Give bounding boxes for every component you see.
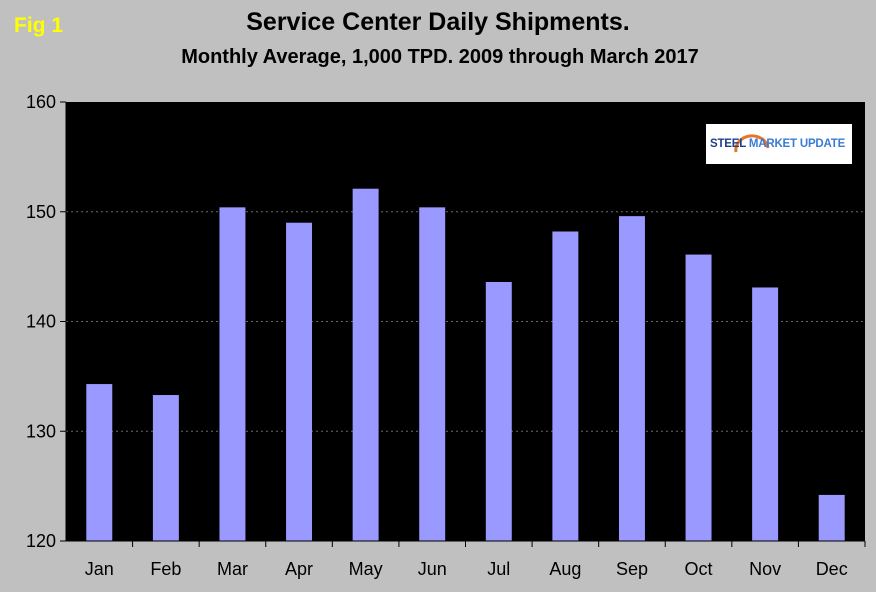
x-tick-label-jan: Jan — [85, 559, 114, 579]
x-tick-label-aug: Aug — [549, 559, 581, 579]
x-axis: Jan Feb Mar Apr May Jun Jul Aug Sep Oct Nov Dec — [66, 540, 866, 579]
bar-feb — [152, 395, 179, 541]
logo-text: STEEL MARKET UPDATE — [710, 138, 845, 150]
x-tick-label-jun: Jun — [418, 559, 447, 579]
bar-sep — [618, 216, 645, 541]
x-tick-label-mar: Mar — [217, 559, 248, 579]
x-tick-label-oct: Oct — [685, 559, 713, 579]
bar-jan — [86, 384, 113, 541]
bar-aug — [552, 231, 579, 541]
bar-jul — [485, 281, 512, 541]
bar-apr — [286, 222, 313, 541]
logo-swoosh-icon — [734, 134, 770, 153]
y-tick-label: 160 — [26, 92, 56, 112]
chart-subtitle: Monthly Average, 1,000 TPD. 2009 through… — [181, 46, 699, 68]
y-tick-label: 150 — [26, 202, 56, 222]
x-tick-label-may: May — [349, 559, 383, 579]
chart-title: Service Center Daily Shipments. — [246, 8, 630, 36]
steel-market-update-logo: STEEL MARKET UPDATE — [706, 124, 852, 164]
plot-area — [66, 102, 865, 541]
x-tick-label-sep: Sep — [616, 559, 648, 579]
x-tick-label-apr: Apr — [285, 559, 313, 579]
y-axis: 120 130 140 150 160 — [26, 92, 67, 551]
gridlines — [66, 211, 865, 432]
y-tick-label: 120 — [26, 531, 56, 551]
bar-oct — [685, 254, 712, 542]
logo-text-right: MARKET UPDATE — [748, 138, 846, 150]
bars — [86, 188, 845, 542]
y-tick-label: 130 — [26, 421, 56, 441]
x-tick-label-feb: Feb — [150, 559, 181, 579]
x-tick-label-nov: Nov — [749, 559, 781, 579]
bar-dec — [818, 494, 845, 541]
bar-nov — [752, 287, 779, 541]
bar-mar — [219, 207, 246, 542]
x-tick-label-dec: Dec — [816, 559, 848, 579]
bar-jun — [419, 207, 446, 542]
figure-label: Fig 1 — [14, 14, 64, 37]
x-tick-label-jul: Jul — [487, 559, 510, 579]
bar-may — [352, 188, 379, 541]
y-tick-label: 140 — [26, 312, 56, 332]
logo-text-left: STEEL — [710, 138, 746, 150]
